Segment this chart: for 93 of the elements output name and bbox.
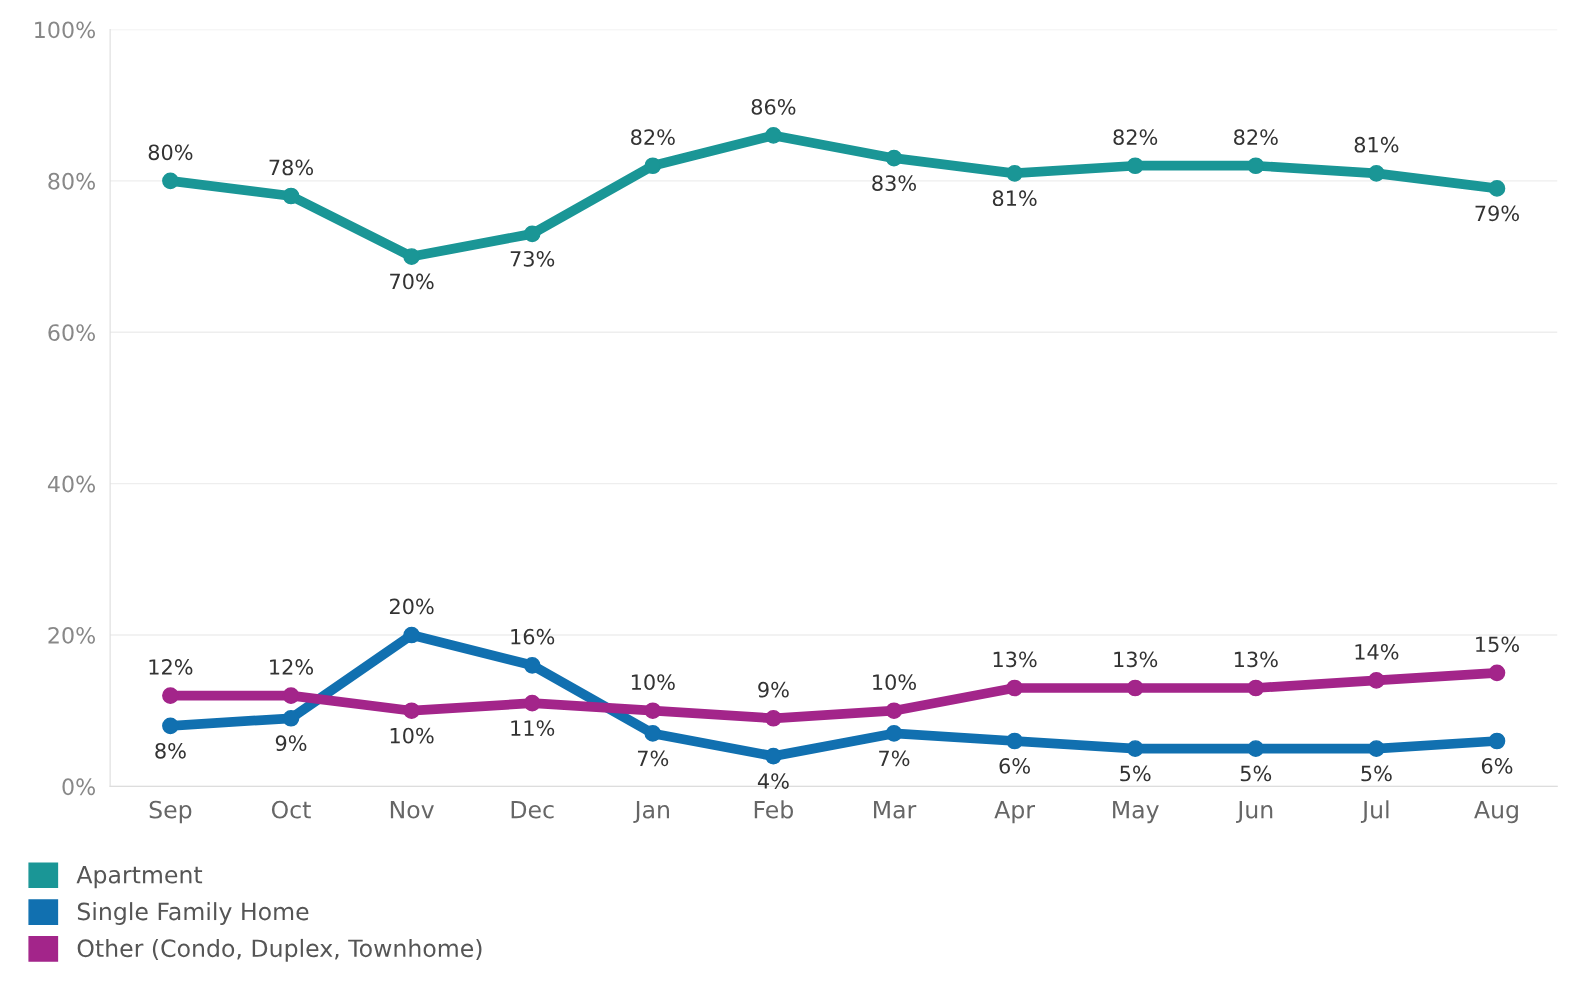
y-tick-label: 60% — [48, 324, 95, 342]
data-label: 78% — [269, 159, 314, 176]
point — [644, 702, 662, 720]
x-tick-label: Nov — [390, 801, 434, 819]
x-tick-label: Sep — [149, 800, 192, 824]
data-label: 12% — [270, 659, 314, 675]
data-label: 9% — [275, 735, 307, 752]
y-tick-label: 40% — [47, 475, 95, 493]
data-label: 82% — [1234, 129, 1278, 146]
y-tick-label: 100% — [35, 21, 95, 39]
x-tick-label: Feb — [754, 800, 793, 819]
point — [885, 702, 903, 720]
data-label: 11% — [511, 720, 555, 736]
legend-label: Other (Condo, Duplex, Townhome) — [77, 938, 482, 962]
data-label: 79% — [1475, 205, 1519, 222]
point — [1488, 732, 1506, 750]
point — [1247, 740, 1265, 757]
point — [1488, 664, 1506, 682]
data-label: 10% — [631, 674, 675, 691]
data-label: 5% — [1361, 765, 1392, 782]
point — [885, 725, 903, 742]
data-label: 13% — [1114, 651, 1158, 668]
legend-label: Single Family Home — [77, 902, 309, 925]
data-label: 70% — [390, 273, 434, 290]
data-label: 86% — [751, 99, 796, 115]
data-label: 73% — [510, 250, 555, 267]
point — [403, 702, 420, 720]
data-label: 81% — [1354, 136, 1399, 153]
point — [1006, 164, 1023, 182]
data-label: 10% — [390, 727, 434, 744]
y-tick-label: 20% — [48, 626, 95, 644]
x-tick-label: Apr — [994, 801, 1036, 824]
point — [523, 694, 541, 712]
data-label: 15% — [1476, 636, 1519, 653]
point — [1368, 164, 1385, 182]
data-label: 6% — [1481, 758, 1513, 774]
data-label: 7% — [879, 750, 910, 767]
data-label: 81% — [992, 190, 1037, 207]
data-label: 4% — [757, 773, 789, 789]
point — [885, 149, 903, 167]
data-label: 14% — [1355, 643, 1399, 660]
point — [1006, 679, 1023, 697]
point — [644, 725, 662, 742]
point — [282, 709, 300, 727]
point — [403, 626, 420, 644]
x-tick-label: Dec — [511, 801, 554, 819]
data-label: 82% — [1113, 129, 1158, 146]
data-label: 13% — [1234, 651, 1278, 668]
data-label: 82% — [631, 129, 675, 146]
point — [282, 687, 300, 704]
x-tick-label: Mar — [874, 801, 917, 819]
point — [765, 127, 782, 144]
point — [1126, 679, 1144, 697]
point — [1368, 740, 1385, 757]
data-label: 10% — [873, 674, 916, 691]
y-tick-label: 80% — [48, 172, 95, 190]
point — [523, 656, 541, 674]
data-label: 20% — [389, 598, 434, 615]
point — [282, 187, 300, 205]
point — [1247, 157, 1265, 175]
point — [1368, 672, 1385, 689]
x-tick-label: Jul — [1360, 800, 1389, 823]
x-tick-label: Aug — [1474, 801, 1518, 824]
data-label: 13% — [993, 651, 1037, 668]
point — [644, 157, 662, 175]
point — [162, 687, 179, 704]
x-tick-label: Jun — [1236, 801, 1273, 823]
x-tick-label: May — [1113, 801, 1159, 824]
point — [1126, 157, 1144, 175]
y-tick-label: 0% — [62, 778, 95, 796]
point — [162, 172, 179, 190]
data-label: 6% — [999, 758, 1030, 774]
data-label: 5% — [1240, 765, 1272, 782]
data-label: 80% — [148, 144, 193, 161]
x-tick-label: Oct — [271, 800, 311, 819]
data-label: 83% — [872, 175, 916, 191]
point — [523, 225, 541, 243]
data-label: 16% — [511, 628, 555, 645]
point — [1488, 180, 1506, 197]
data-label: 5% — [1120, 765, 1151, 782]
data-label: 12% — [149, 659, 193, 675]
legend-label: Apartment — [76, 866, 203, 889]
data-label: 8% — [155, 742, 186, 759]
data-label: 9% — [758, 681, 789, 698]
x-tick-label: Jan — [633, 801, 669, 823]
point — [1006, 732, 1023, 750]
point — [1126, 740, 1144, 757]
data-label: 7% — [637, 750, 669, 767]
point — [162, 717, 179, 735]
point — [1247, 679, 1265, 697]
point — [765, 709, 782, 727]
point — [765, 747, 782, 765]
point — [403, 248, 420, 265]
